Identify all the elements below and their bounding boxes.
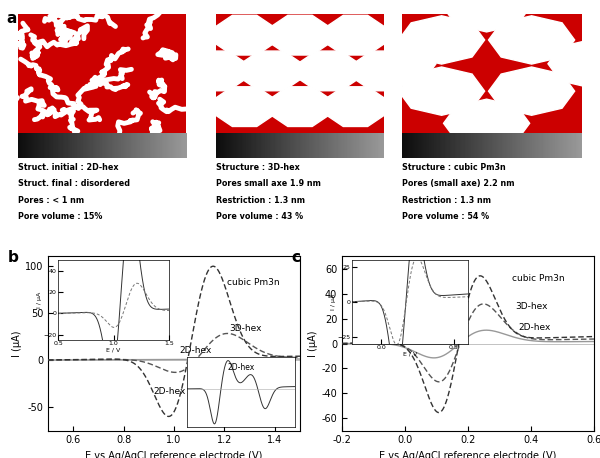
Text: Restriction : 1.3 nm: Restriction : 1.3 nm (402, 196, 491, 205)
Polygon shape (443, 0, 530, 32)
Text: Pores small axe 1.9 nm: Pores small axe 1.9 nm (216, 179, 321, 188)
Text: cubic Pm3n: cubic Pm3n (512, 274, 565, 284)
Text: Struct. final : disordered: Struct. final : disordered (18, 179, 130, 188)
Text: 2D-hex: 2D-hex (518, 323, 551, 332)
Text: cubic Pm3n: cubic Pm3n (227, 278, 280, 287)
Text: Pore volume : 43 %: Pore volume : 43 % (216, 212, 303, 221)
Text: 2D-hex: 2D-hex (154, 387, 186, 396)
Text: a: a (6, 11, 16, 27)
Text: b: b (8, 250, 19, 265)
Text: Structure : cubic Pm3n: Structure : cubic Pm3n (402, 163, 506, 172)
Text: 3D-hex: 3D-hex (515, 302, 548, 311)
Polygon shape (443, 99, 530, 147)
Polygon shape (488, 67, 575, 115)
Text: 2D-hex: 2D-hex (179, 346, 211, 355)
Polygon shape (299, 51, 358, 91)
Text: Pores (small axe) 2.2 nm: Pores (small axe) 2.2 nm (402, 179, 515, 188)
X-axis label: E vs Ag/AgCl reference electrode (V): E vs Ag/AgCl reference electrode (V) (85, 451, 263, 458)
Polygon shape (271, 87, 329, 126)
Polygon shape (488, 16, 575, 64)
Y-axis label: I (μA): I (μA) (308, 330, 319, 357)
Text: Struct. initial : 2D-hex: Struct. initial : 2D-hex (18, 163, 119, 172)
Text: Structure : 3D-hex: Structure : 3D-hex (216, 163, 300, 172)
Text: Pores : < 1 nm: Pores : < 1 nm (18, 196, 84, 205)
Polygon shape (355, 51, 413, 91)
Polygon shape (398, 67, 485, 115)
Polygon shape (215, 15, 274, 55)
Polygon shape (326, 87, 385, 126)
Y-axis label: I (μA): I (μA) (12, 330, 22, 357)
X-axis label: E vs Ag/AgCl reference electrode (V): E vs Ag/AgCl reference electrode (V) (379, 451, 557, 458)
Polygon shape (215, 87, 274, 126)
Polygon shape (326, 15, 385, 55)
Text: 3D-hex: 3D-hex (229, 324, 262, 333)
Text: Pore volume : 15%: Pore volume : 15% (18, 212, 103, 221)
Polygon shape (548, 39, 600, 88)
Text: Restriction : 1.3 nm: Restriction : 1.3 nm (216, 196, 305, 205)
Text: Pore volume : 54 %: Pore volume : 54 % (402, 212, 489, 221)
Text: c: c (292, 250, 301, 265)
Polygon shape (350, 39, 436, 88)
Polygon shape (242, 51, 301, 91)
Polygon shape (271, 15, 329, 55)
Polygon shape (187, 51, 245, 91)
Polygon shape (398, 16, 485, 64)
